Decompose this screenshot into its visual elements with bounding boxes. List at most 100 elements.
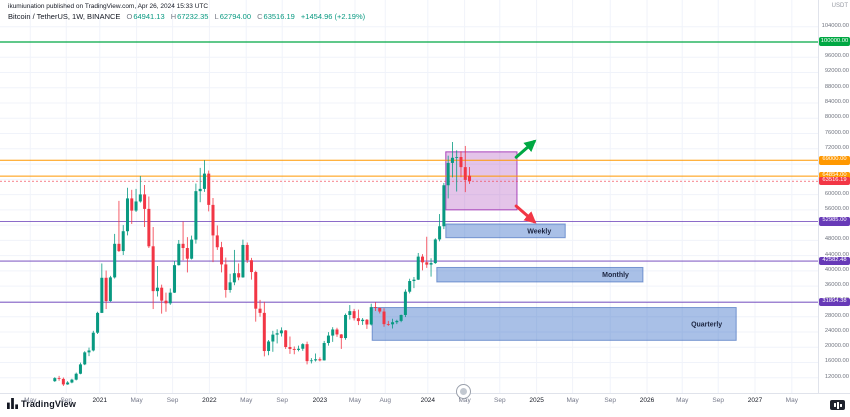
time-tick-label: 2026 [639, 397, 655, 404]
candle-body [446, 162, 450, 186]
close-label: C [257, 11, 263, 21]
candle-body [352, 311, 356, 319]
candle-body [78, 364, 82, 374]
down-arrow[interactable] [514, 204, 537, 224]
candle-body [450, 157, 454, 163]
price-tag: 100000.00 [819, 37, 850, 47]
open-value: 64941.13 [133, 11, 165, 21]
candle-body [151, 246, 155, 292]
time-tick-label: Sep [60, 397, 73, 404]
price-tick-label: 12000.00 [824, 373, 849, 380]
time-tick-label: Sep [494, 397, 506, 404]
candle-body [61, 378, 65, 385]
monthly-zone[interactable]: Monthly [436, 266, 644, 283]
low-label: L [214, 11, 219, 21]
price-tag: 69000.00 [819, 155, 850, 165]
time-tick-label: Sep [276, 397, 288, 404]
price-tick-label: 48000.00 [824, 236, 849, 243]
time-tick-label: 2021 [92, 397, 108, 404]
candle-body [87, 350, 91, 353]
candle-body [429, 263, 433, 265]
weekly-zone-label: Weekly [527, 228, 551, 235]
time-tick-label: Sep [604, 397, 617, 404]
price-tick-label: 84000.00 [824, 99, 849, 106]
price-tick-label: 28000.00 [824, 312, 849, 319]
candle-body [267, 341, 271, 352]
time-tick-label: Sep [712, 397, 724, 404]
candle-body [177, 243, 181, 266]
price-tick-label: 104000.00 [821, 22, 849, 29]
candle-body [207, 173, 211, 205]
symbol-info-bar: Bitcoin / TetherUS, 1W, BINANCE O64941.1… [8, 12, 365, 21]
candle-body [463, 167, 467, 180]
time-tick-label: May [24, 397, 37, 404]
price-tick-label: 60000.00 [824, 190, 849, 197]
candle-body [373, 307, 377, 308]
time-tick-label: 2024 [420, 397, 436, 404]
candle-body [241, 244, 245, 278]
time-tick-label: 2023 [312, 397, 328, 404]
quarterly-zone-label: Quarterly [691, 321, 722, 328]
candle-body [155, 287, 159, 292]
close-value: 63516.19 [263, 11, 295, 21]
price-tag: 63516.19 [819, 176, 850, 186]
candle-body [74, 373, 78, 380]
idea-event-bubble[interactable] [456, 384, 471, 399]
candle-body [297, 348, 301, 350]
event-bubble-icon [460, 388, 467, 395]
candle-body [100, 277, 104, 313]
time-axis[interactable]: May Sep 2021 May Sep 2022 May Sep 2023 May Aug 2024… [0, 393, 850, 412]
price-tag: 31804.38 [819, 297, 850, 307]
candle-body [194, 191, 198, 240]
price-tag: 42582.48 [819, 256, 850, 266]
open-label: O [126, 11, 133, 21]
candle-body [262, 312, 266, 352]
price-tag: 64854.00 [819, 171, 850, 181]
candle-body [378, 307, 382, 312]
candle-body [288, 347, 292, 349]
candle-body [190, 239, 194, 259]
candle-body [318, 359, 322, 361]
candle-body [301, 344, 305, 349]
candle-body [249, 260, 253, 273]
candle-body [395, 320, 399, 323]
candle-body [361, 319, 365, 322]
up-arrow[interactable] [514, 139, 537, 159]
candle-body [403, 291, 407, 315]
candle-body [279, 330, 283, 334]
price-tick-label: 36000.00 [824, 282, 849, 289]
candle-body [245, 244, 249, 261]
chart-plot[interactable]: Weekly Monthly Quarterly [0, 0, 818, 393]
quarterly-zone[interactable]: Quarterly [371, 307, 737, 341]
candle-body [468, 175, 472, 182]
time-tick-label: May [785, 397, 798, 404]
change-value: +1454.96 (+2.19%) [300, 11, 366, 21]
candle-body [412, 279, 416, 282]
symbol-title[interactable]: Bitcoin / TetherUS, 1W, BINANCE [8, 11, 121, 21]
time-tick-label: 2027 [747, 397, 763, 404]
time-tick-label: 2025 [529, 397, 544, 404]
candle-body [254, 272, 258, 309]
candle-body [66, 382, 70, 385]
time-tick-label: 2022 [202, 397, 217, 404]
candle-body [70, 379, 74, 383]
high-label: H [170, 11, 177, 21]
candle-body [386, 324, 390, 325]
price-tick-label: 92000.00 [824, 68, 849, 75]
candle-body [455, 157, 459, 158]
candle-body [104, 277, 108, 302]
candle-body [138, 194, 142, 202]
candle-body [344, 314, 348, 339]
time-tick-label: May [566, 397, 579, 404]
time-tick-label: May [240, 397, 253, 404]
badge-bar-icon [836, 401, 839, 409]
price-axis[interactable]: USDT 12000.00 16000.00 20000.00 24000.00 280… [818, 0, 850, 393]
tradingview-corner-badge [830, 400, 845, 410]
weekly-zone[interactable]: Weekly [445, 223, 566, 239]
low-value: 62794.00 [219, 11, 252, 21]
badge-bar-icon [833, 403, 836, 407]
price-tick-label: 20000.00 [824, 343, 849, 350]
tradingview-logo[interactable]: TradingView [7, 398, 76, 409]
candle-body [421, 256, 425, 263]
candle-body [228, 282, 232, 290]
